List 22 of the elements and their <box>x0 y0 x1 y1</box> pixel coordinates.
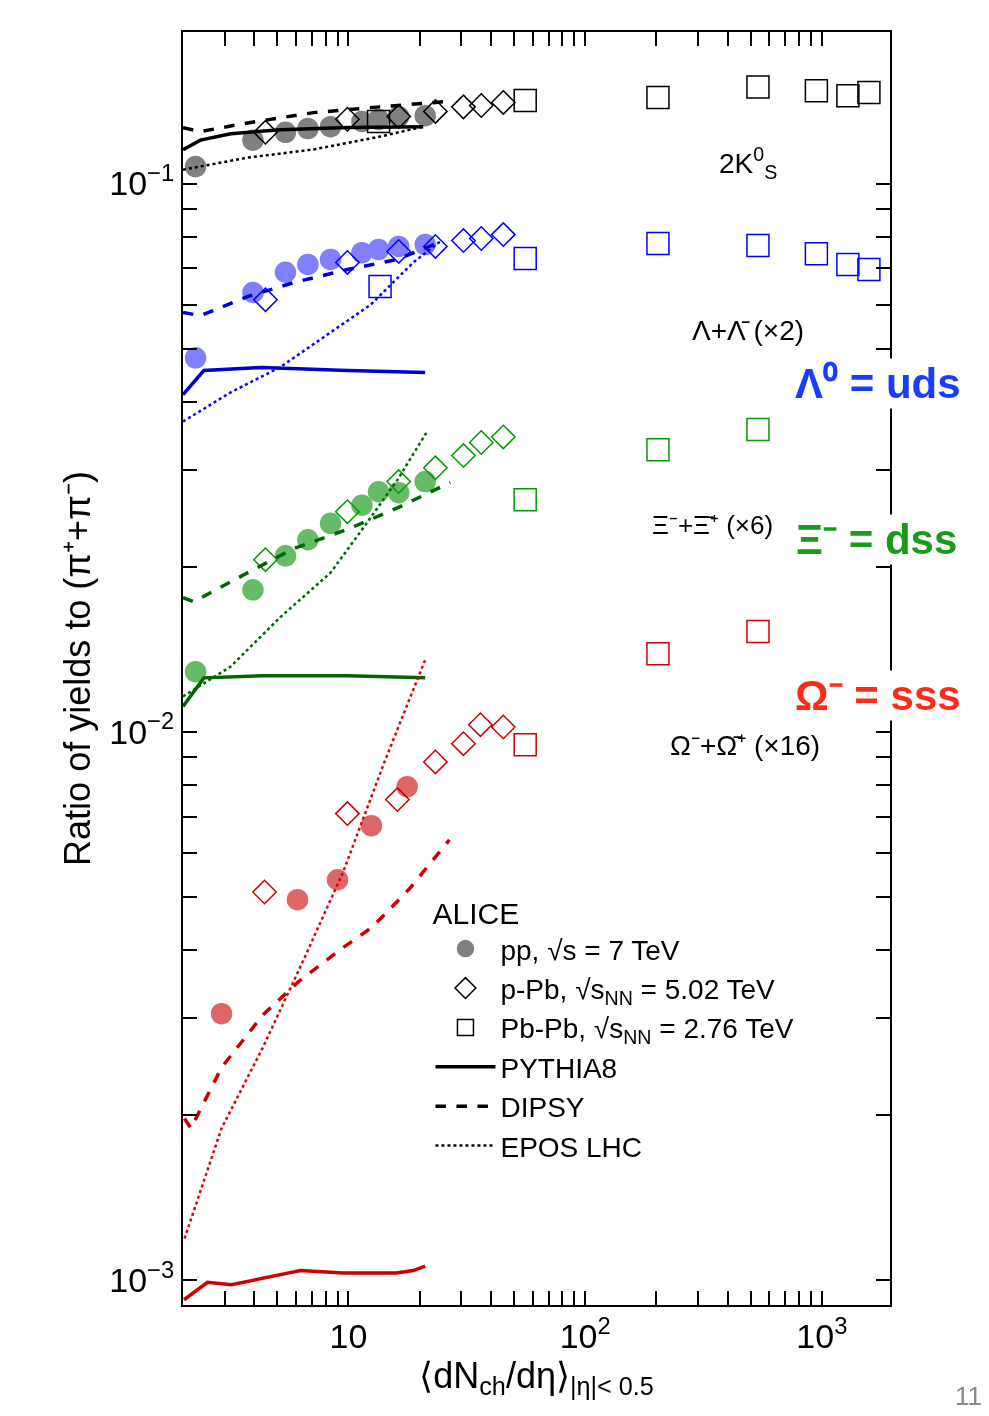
legend-title: ALICE <box>432 896 520 930</box>
text: 11 <box>955 1381 982 1411</box>
x-tick-label: 10$^{3}$ <box>796 1311 848 1355</box>
y-tick-label: 10$^{−1}$ <box>109 159 175 203</box>
y-axis-title: Ratio of yields to (π⁺+π⁻) <box>56 471 98 866</box>
legend-label: PYTHIA8 <box>500 1052 618 1084</box>
annotation: Ξ⁻ = dss <box>796 516 958 563</box>
annotation: Λ⁰ = uds <box>795 360 961 407</box>
annotation: Ω⁻+Ω̄⁺ (×16) <box>670 730 821 761</box>
legend-label: pp, √s = 7 TeV <box>500 934 680 966</box>
x-tick-label: 10 <box>329 1316 368 1355</box>
annotation: Ξ⁻+Ξ̄⁺ (×6) <box>652 510 774 540</box>
legend-label: DIPSY <box>500 1092 585 1124</box>
x-tick-label: 10$^{2}$ <box>559 1311 611 1355</box>
legend-label: EPOS LHC <box>500 1131 643 1163</box>
legend-label: Pb-Pb, √s$_{NN}$ = 2.76 TeV <box>500 1013 794 1049</box>
annotation: Ω⁻ = sss <box>795 672 961 719</box>
y-tick-label: 10$^{−3}$ <box>109 1255 175 1299</box>
x-axis-title: ⟨dN$_{ch}$/dη⟩$_{|η|< 0.5}$ <box>419 1354 654 1401</box>
y-tick-label: 10$^{−2}$ <box>109 707 175 751</box>
annotation: Λ+Λ̄ (×2) <box>692 315 805 346</box>
legend-label: p-Pb, √s$_{NN}$ = 5.02 TeV <box>500 973 776 1009</box>
